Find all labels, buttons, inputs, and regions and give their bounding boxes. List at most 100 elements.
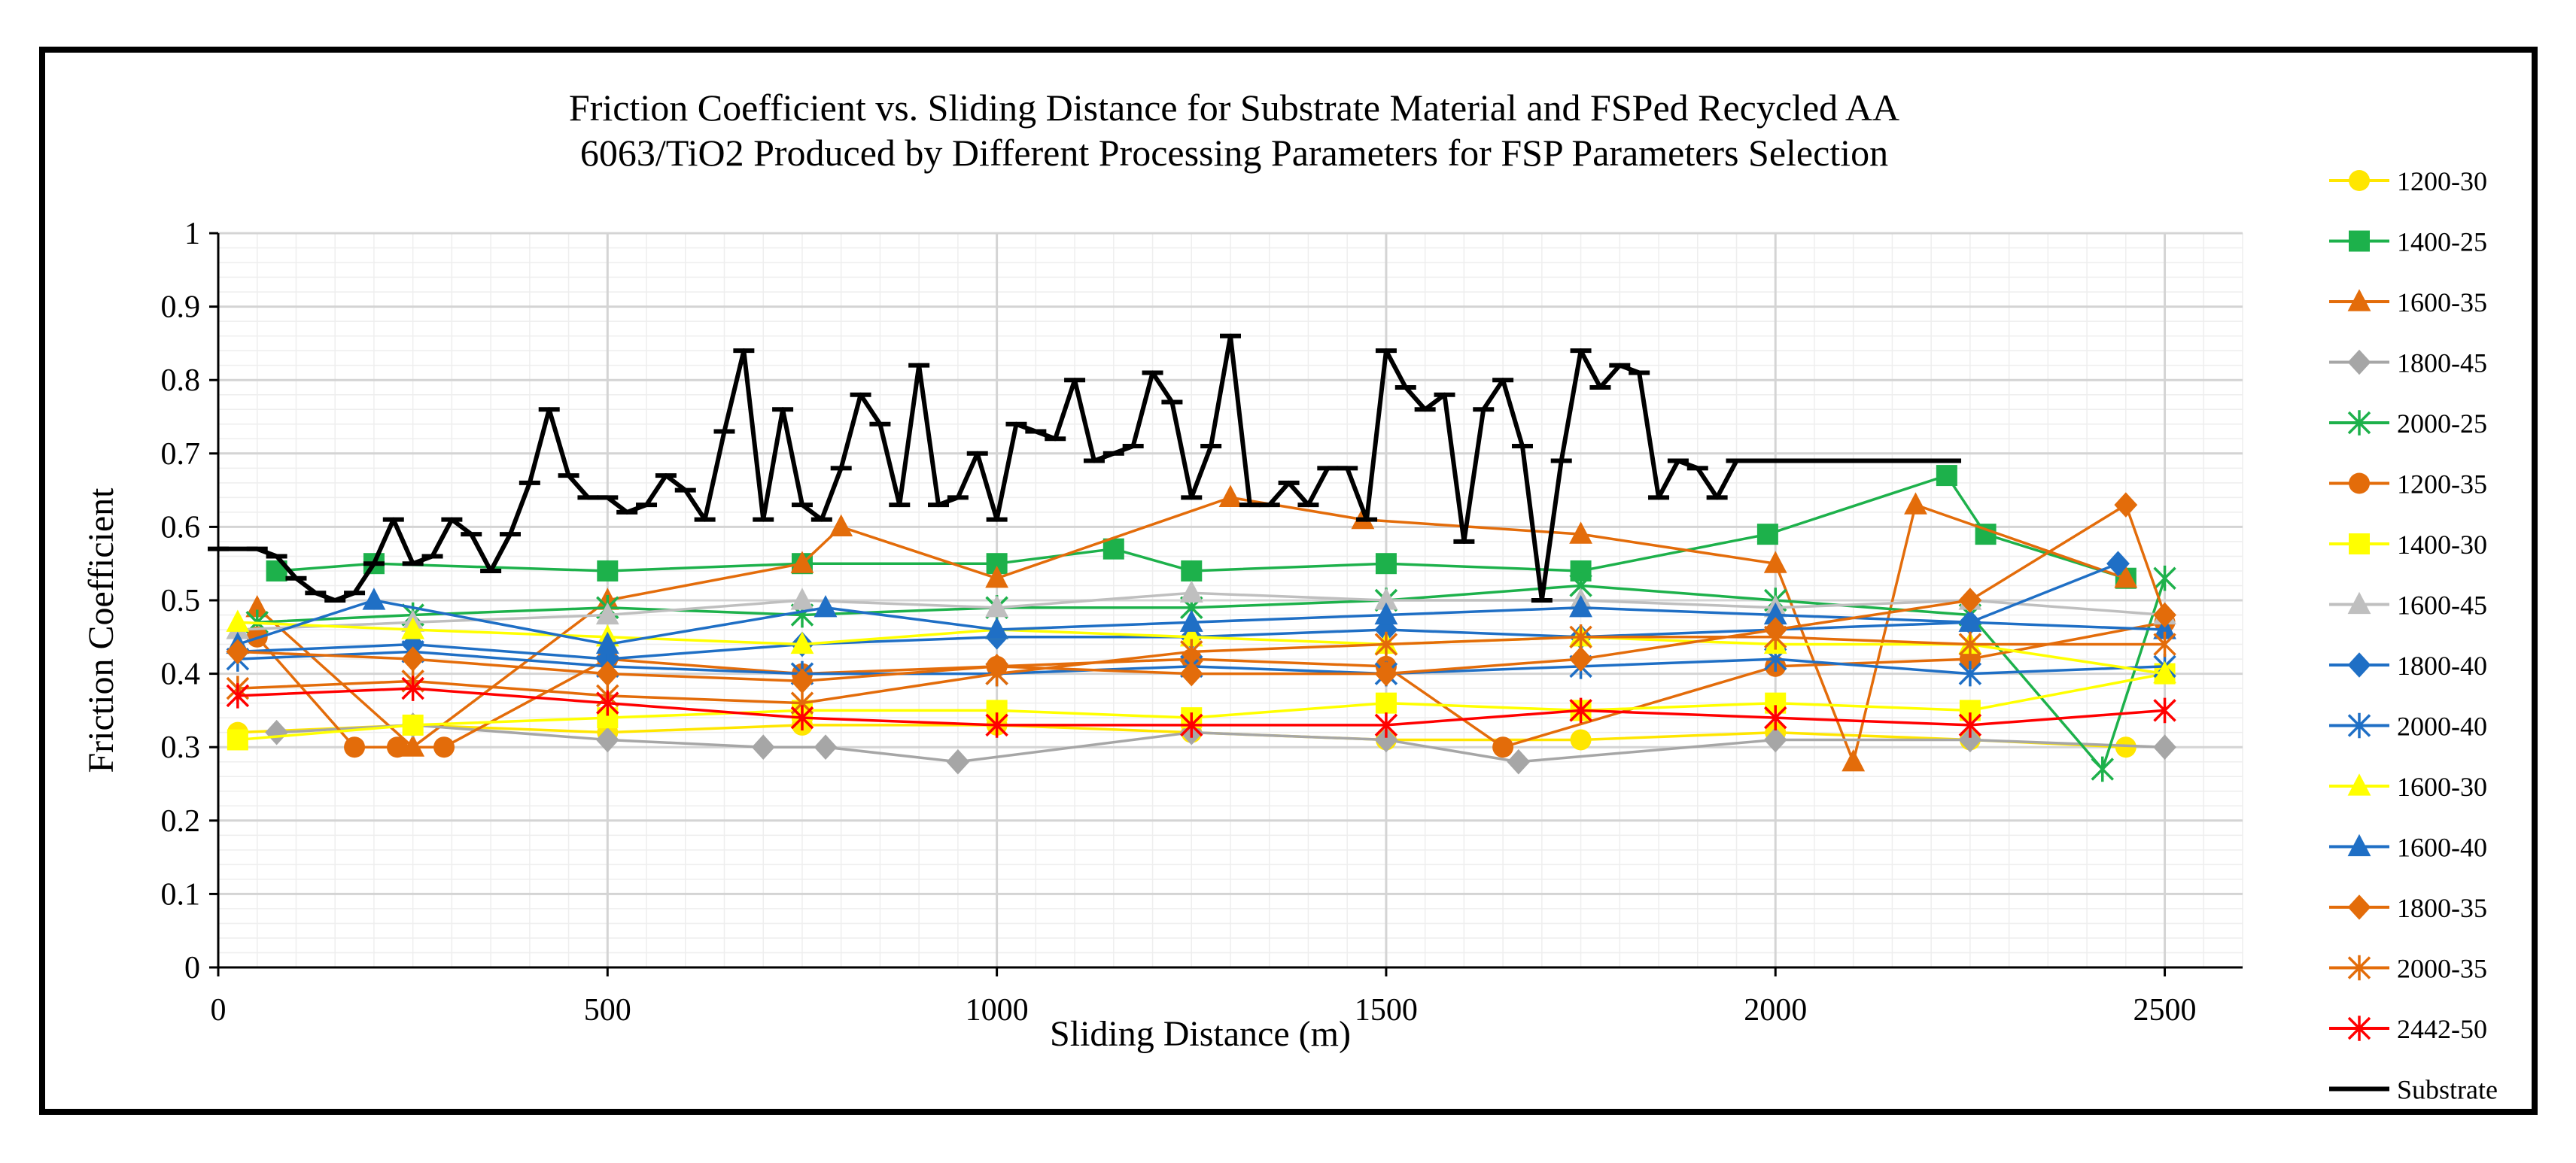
- legend-entry: 2000-25: [2329, 408, 2487, 439]
- legend-marker: [2347, 1016, 2371, 1041]
- data-point: [985, 594, 1009, 618]
- data-point: [401, 617, 425, 639]
- data-point: [2114, 565, 2138, 588]
- data-point: [1763, 705, 1787, 730]
- legend-label: 2442-50: [2397, 1014, 2487, 1044]
- legend-marker: [2347, 955, 2371, 981]
- data-point: [1569, 624, 1592, 650]
- data-point: [344, 736, 366, 758]
- data-point: [985, 565, 1009, 588]
- data-point: [1374, 631, 1398, 657]
- legend-label: 1600-35: [2397, 287, 2487, 317]
- data-point: [596, 690, 619, 716]
- y-tick-label: 0.4: [161, 657, 201, 692]
- y-tick-label: 1: [184, 217, 200, 251]
- data-point: [985, 712, 1008, 738]
- legend-entry: 2000-40: [2329, 712, 2487, 742]
- legend-entry: 1600-35: [2329, 287, 2487, 317]
- data-point: [1569, 521, 1592, 544]
- x-tick-label: 2000: [1744, 993, 1807, 1028]
- data-point: [1375, 553, 1397, 575]
- legend-entry: 2000-35: [2329, 954, 2487, 984]
- data-point: [1904, 492, 1927, 515]
- data-point: [1569, 594, 1592, 618]
- data-point: [790, 668, 814, 694]
- legend: 1200-30 1400-25 1600-35 1800-45 2000-25 1200-…: [2329, 166, 2498, 1105]
- y-tick-label: 0.6: [161, 510, 201, 545]
- data-point: [1958, 712, 1982, 738]
- legend-label: 1600-40: [2397, 833, 2487, 863]
- data-point: [2153, 734, 2176, 760]
- data-point: [1570, 729, 1592, 751]
- legend-label: 1400-25: [2397, 227, 2487, 257]
- y-tick-label: 0.9: [161, 290, 201, 325]
- legend-marker: [2349, 230, 2370, 252]
- series-1800-35: [226, 492, 2176, 694]
- data-point: [1492, 736, 1514, 758]
- data-point: [1374, 712, 1398, 738]
- data-point: [814, 594, 838, 618]
- data-point: [751, 734, 775, 760]
- data-point: [829, 514, 853, 536]
- legend-label: 1600-45: [2397, 591, 2487, 621]
- legend-label: 2000-25: [2397, 408, 2487, 439]
- data-point: [1179, 660, 1203, 687]
- series-line: [276, 724, 2165, 764]
- legend-entry: 1200-35: [2329, 469, 2487, 500]
- data-point: [1179, 609, 1203, 632]
- data-point: [790, 551, 814, 573]
- data-point: [1958, 727, 1982, 753]
- legend-marker: [2347, 289, 2371, 311]
- data-point: [2115, 736, 2137, 758]
- x-tick-label: 1500: [1355, 993, 1418, 1028]
- x-tick-label: 0: [211, 993, 227, 1028]
- data-point: [595, 602, 619, 625]
- legend-marker: [2349, 472, 2370, 494]
- data-point: [790, 631, 814, 654]
- legend-entry: 2442-50: [2329, 1014, 2487, 1044]
- legend-marker: [2347, 834, 2371, 857]
- data-point: [226, 639, 250, 665]
- y-tick-label: 0.3: [161, 730, 201, 765]
- axes: 0 500 1000 1500 2000 2500 0 0.1 0.2 0.3 0.4 0.5 0.6 0…: [161, 217, 2243, 1028]
- data-point: [1180, 712, 1203, 738]
- data-point: [433, 736, 455, 758]
- data-point: [226, 683, 250, 709]
- chart-title-line-2: 6063/TiO2 Produced by Different Processi…: [580, 132, 1888, 174]
- x-axis-label: Sliding Distance (m): [1050, 1014, 1351, 1054]
- legend-entry: 1800-35: [2329, 893, 2487, 923]
- data-point: [1181, 560, 1203, 582]
- data-point: [1842, 749, 1866, 772]
- legend-marker: [2347, 591, 2371, 615]
- data-point: [1936, 465, 1957, 487]
- data-point: [985, 617, 1009, 639]
- data-point: [401, 734, 425, 757]
- data-point: [401, 676, 424, 701]
- legend-label: 1600-30: [2397, 772, 2487, 802]
- data-point: [1374, 660, 1398, 687]
- data-point: [2153, 565, 2176, 591]
- legend-label: Substrate: [2397, 1075, 2498, 1105]
- data-point: [1374, 588, 1398, 610]
- data-point: [2153, 602, 2176, 628]
- grid-lines: [217, 232, 2243, 969]
- legend-entry: 1800-45: [2329, 348, 2487, 378]
- legend-entry: Substrate: [2329, 1075, 2498, 1105]
- data-point: [1374, 602, 1398, 625]
- data-point: [245, 594, 269, 618]
- data-point: [401, 646, 425, 672]
- legend-marker: [2347, 349, 2371, 375]
- legend-marker: [2349, 533, 2370, 554]
- legend-label: 1400-30: [2397, 530, 2487, 560]
- legend-marker: [2349, 170, 2370, 191]
- series-1400-25: [266, 465, 2137, 589]
- legend-marker: [2347, 894, 2371, 920]
- series-line: [257, 578, 2167, 771]
- data-point: [1763, 624, 1787, 650]
- data-point: [790, 705, 814, 730]
- data-point: [362, 588, 386, 610]
- legend-entry: 1400-30: [2329, 530, 2487, 560]
- legend-label: 2000-40: [2397, 712, 2487, 742]
- series-layer: [208, 333, 2176, 782]
- series-line: [237, 503, 2167, 683]
